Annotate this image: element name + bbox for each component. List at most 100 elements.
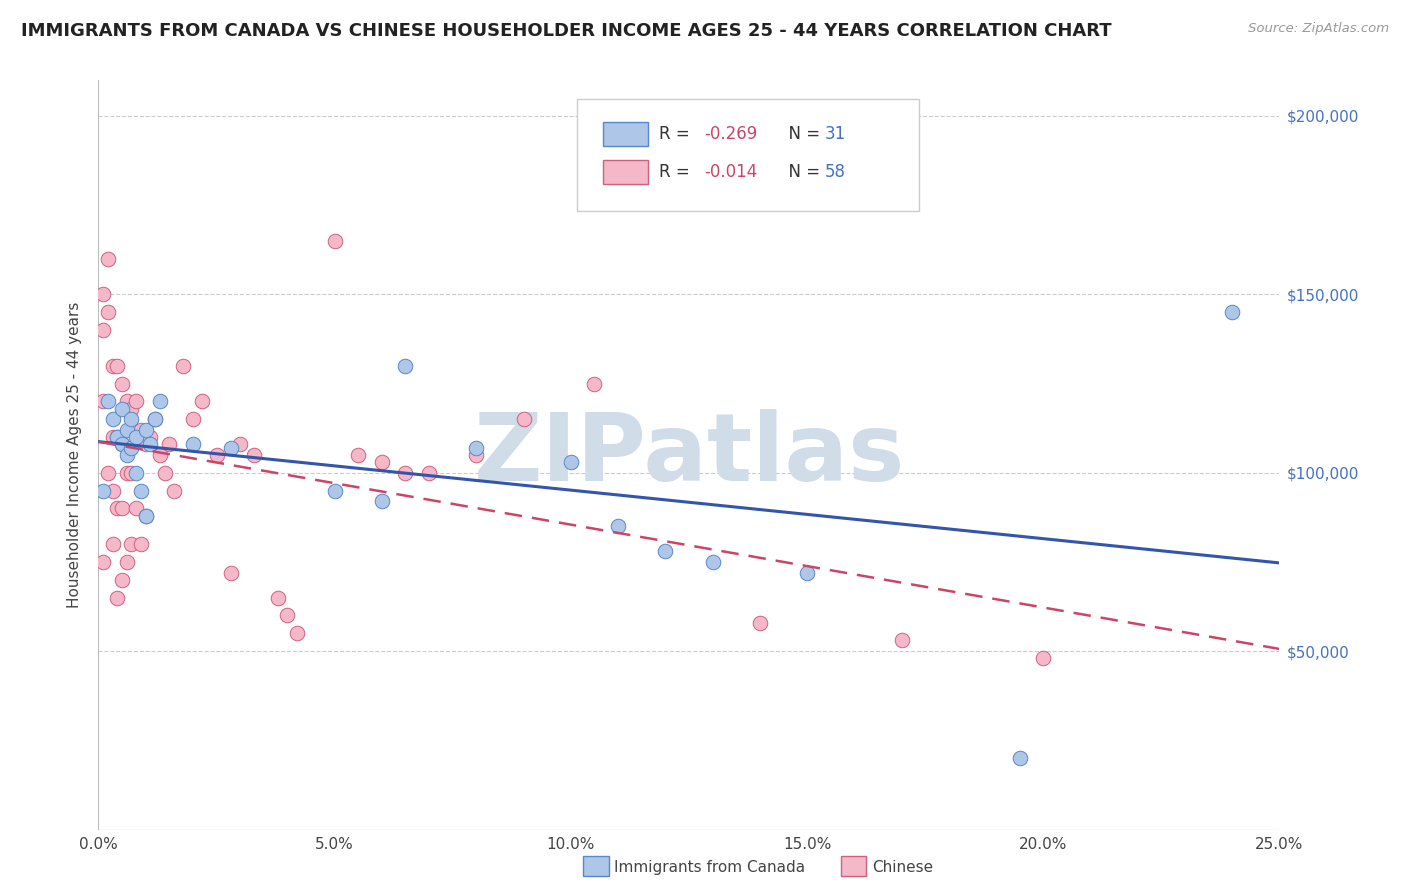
Point xyxy=(101,359,124,373)
Point xyxy=(139,430,162,444)
Point xyxy=(97,394,120,409)
Point xyxy=(163,483,186,498)
Point xyxy=(121,412,143,426)
Point xyxy=(105,591,128,605)
Point xyxy=(1220,305,1243,319)
Text: -0.269: -0.269 xyxy=(704,125,758,144)
Point xyxy=(111,573,134,587)
Point xyxy=(285,626,308,640)
Point xyxy=(181,437,204,451)
Point xyxy=(205,448,228,462)
Text: -0.014: -0.014 xyxy=(704,162,758,181)
Point xyxy=(394,466,416,480)
Point xyxy=(105,430,128,444)
Point xyxy=(276,608,298,623)
Point xyxy=(105,501,128,516)
Point xyxy=(101,483,124,498)
Point xyxy=(129,483,152,498)
Point xyxy=(347,448,370,462)
Point xyxy=(796,566,818,580)
Point xyxy=(125,466,148,480)
Text: N =: N = xyxy=(778,125,825,144)
Point xyxy=(111,501,134,516)
Point xyxy=(121,401,143,416)
Point xyxy=(243,448,266,462)
Point xyxy=(101,430,124,444)
Point xyxy=(111,437,134,451)
Text: 58: 58 xyxy=(825,162,846,181)
Point xyxy=(91,287,114,301)
Point xyxy=(702,555,724,569)
Point xyxy=(91,323,114,337)
Point xyxy=(512,412,534,426)
Point xyxy=(465,448,488,462)
Point xyxy=(1032,651,1054,665)
Point xyxy=(135,508,157,523)
Point xyxy=(91,555,114,569)
Text: R =: R = xyxy=(659,162,696,181)
Point xyxy=(115,555,138,569)
Point xyxy=(748,615,770,630)
FancyBboxPatch shape xyxy=(603,160,648,184)
Point xyxy=(121,537,143,551)
Point xyxy=(105,359,128,373)
Point xyxy=(172,359,194,373)
Text: N =: N = xyxy=(778,162,825,181)
Point xyxy=(267,591,290,605)
Text: Chinese: Chinese xyxy=(872,860,932,874)
Point xyxy=(1008,751,1031,765)
Text: IMMIGRANTS FROM CANADA VS CHINESE HOUSEHOLDER INCOME AGES 25 - 44 YEARS CORRELAT: IMMIGRANTS FROM CANADA VS CHINESE HOUSEH… xyxy=(21,22,1112,40)
Point xyxy=(129,537,152,551)
Point xyxy=(111,376,134,391)
Point xyxy=(465,441,488,455)
Text: 31: 31 xyxy=(825,125,846,144)
Point xyxy=(191,394,214,409)
Point xyxy=(111,437,134,451)
Point xyxy=(125,501,148,516)
Point xyxy=(135,437,157,451)
Point xyxy=(890,633,912,648)
Point xyxy=(323,234,346,248)
Point xyxy=(125,430,148,444)
Point xyxy=(115,466,138,480)
Point xyxy=(371,455,394,469)
Point xyxy=(97,466,120,480)
Point xyxy=(105,430,128,444)
Text: Immigrants from Canada: Immigrants from Canada xyxy=(614,860,806,874)
Point xyxy=(149,394,172,409)
Point xyxy=(583,376,606,391)
Point xyxy=(135,508,157,523)
Point xyxy=(149,448,172,462)
Text: Source: ZipAtlas.com: Source: ZipAtlas.com xyxy=(1249,22,1389,36)
Point xyxy=(153,466,176,480)
Point xyxy=(135,423,157,437)
Text: ZIPatlas: ZIPatlas xyxy=(474,409,904,501)
Point xyxy=(371,494,394,508)
Point xyxy=(101,537,124,551)
FancyBboxPatch shape xyxy=(603,122,648,146)
Point xyxy=(143,412,166,426)
Point xyxy=(129,423,152,437)
Point xyxy=(139,437,162,451)
Point xyxy=(394,359,416,373)
Point xyxy=(157,437,180,451)
Point xyxy=(607,519,630,533)
Point xyxy=(121,441,143,455)
Point xyxy=(125,394,148,409)
Text: R =: R = xyxy=(659,125,696,144)
Point xyxy=(115,448,138,462)
Point xyxy=(229,437,252,451)
Y-axis label: Householder Income Ages 25 - 44 years: Householder Income Ages 25 - 44 years xyxy=(67,301,83,608)
Point xyxy=(91,483,114,498)
Point xyxy=(91,394,114,409)
Point xyxy=(323,483,346,498)
FancyBboxPatch shape xyxy=(576,99,920,211)
Point xyxy=(654,544,676,558)
Point xyxy=(111,401,134,416)
Point xyxy=(115,394,138,409)
Point xyxy=(121,466,143,480)
Point xyxy=(143,412,166,426)
Point xyxy=(97,305,120,319)
Point xyxy=(97,252,120,266)
Point xyxy=(219,566,242,580)
